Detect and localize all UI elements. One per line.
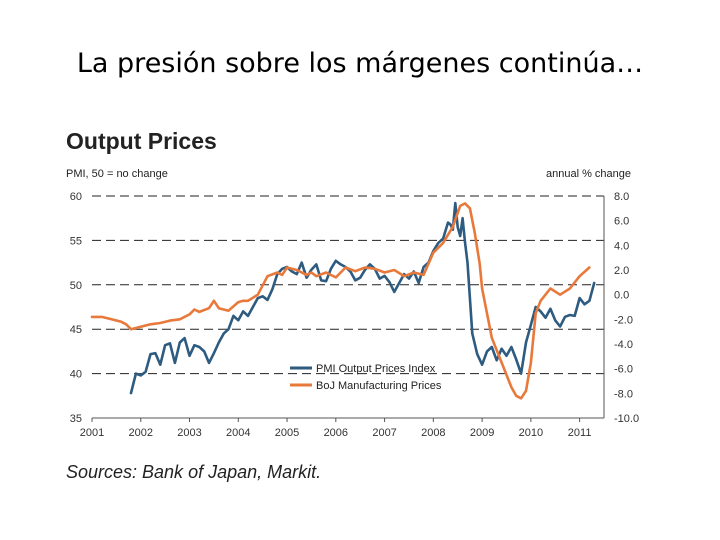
legend-label-2: BoJ Manufacturing Prices [316,380,442,392]
y-right-tick-label: 0.0 [614,290,629,302]
x-tick-label: 2009 [470,427,494,439]
x-tick-label: 2010 [519,427,543,439]
chart-series [90,201,596,400]
x-tick-label: 2005 [275,427,299,439]
x-tick-label: 2004 [226,427,250,439]
y-right-tick-label: 8.0 [614,191,629,203]
y-left-tick-label: 60 [70,191,82,203]
chart-ticks: 60 55 50 45 40 35 8.0 6.0 4.0 2.0 0.0 -2.0 -4.0 -6.0 -… [70,191,639,439]
x-tick-label: 2007 [372,427,396,439]
x-tick-label: 2001 [80,427,104,439]
chart-title: Output Prices [66,128,217,154]
chart-legend: PMI Output Prices Index BoJ Manufacturing… [290,363,442,392]
y-left-tick-label: 35 [70,413,82,425]
left-axis-caption: PMI, 50 = no change [66,168,168,180]
series-line-2 [90,202,591,400]
y-right-tick-label: 4.0 [614,240,629,252]
x-tick-label: 2006 [324,427,348,439]
y-right-tick-label: -4.0 [614,339,633,351]
x-tick-label: 2003 [177,427,201,439]
chart-grid [92,195,604,375]
right-axis-caption: annual % change [546,168,632,180]
y-right-tick-label: -8.0 [614,388,633,400]
y-right-tick-label: -10.0 [614,413,639,425]
legend-label-1: PMI Output Prices Index [316,363,436,375]
slide-title: La presión sobre los márgenes continúa… [76,48,644,79]
y-left-tick-label: 50 [70,280,82,292]
x-tick-label: 2011 [568,427,592,439]
y-right-tick-label: 2.0 [614,265,629,277]
y-right-tick-label: 6.0 [614,216,629,228]
y-right-tick-label: -6.0 [614,364,633,376]
y-left-tick-label: 45 [70,324,82,336]
y-left-tick-label: 55 [70,235,82,247]
y-right-tick-label: -2.0 [614,314,633,326]
x-tick-label: 2008 [421,427,445,439]
sources-note: Sources: Bank of Japan, Markit. [66,462,322,482]
series-line-1 [129,201,596,395]
y-left-tick-label: 40 [70,369,82,381]
chart-axes [92,196,605,419]
x-tick-label: 2002 [129,427,153,439]
